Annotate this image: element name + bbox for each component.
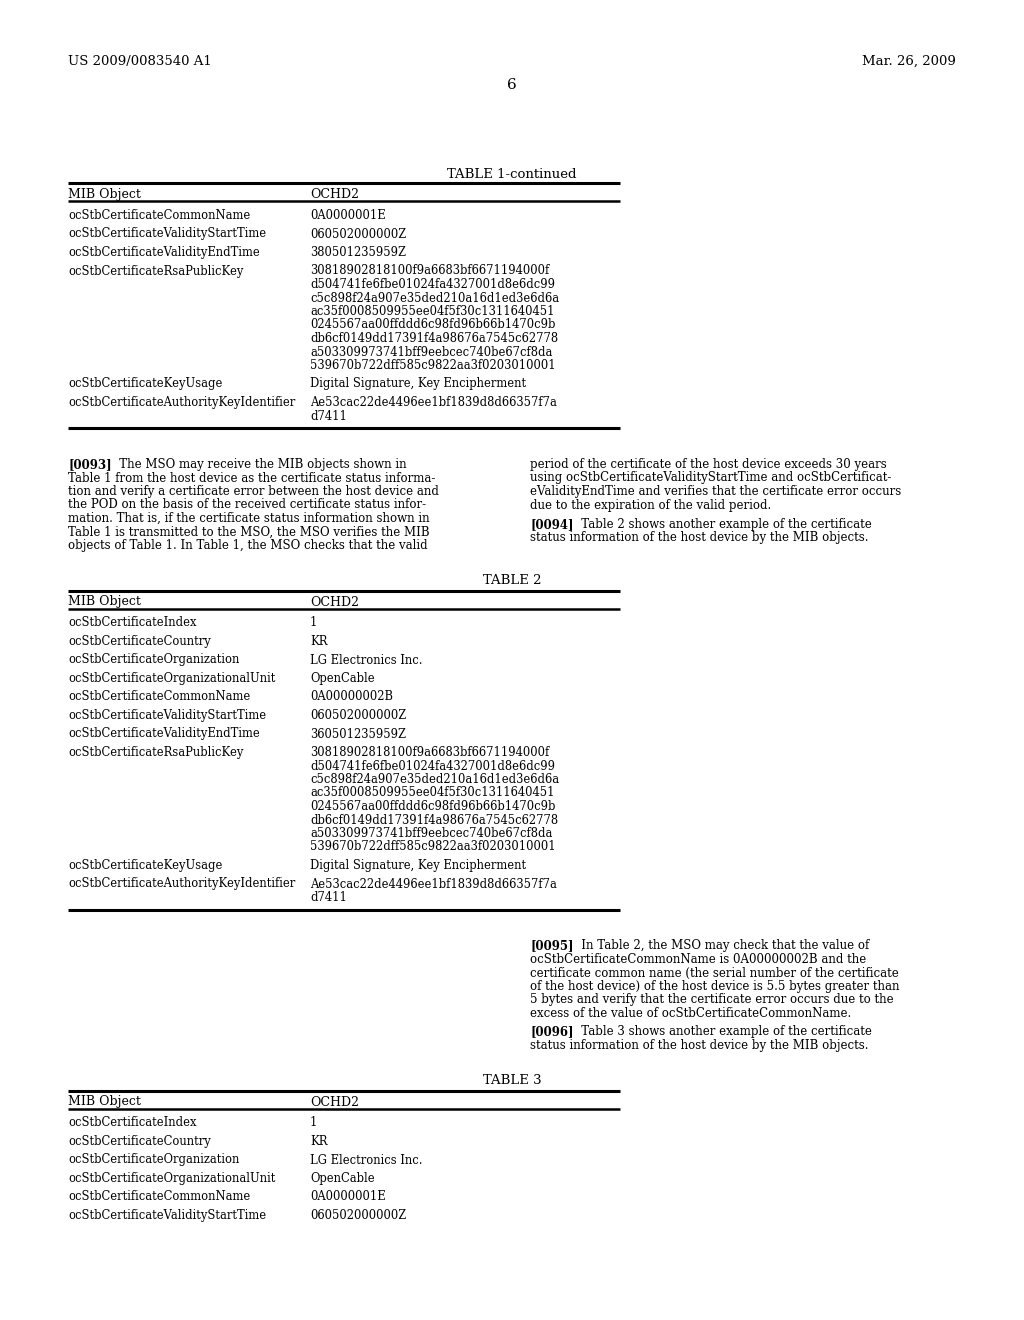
Text: ocStbCertificateValidityEndTime: ocStbCertificateValidityEndTime [68,727,260,741]
Text: db6cf0149dd17391f4a98676a7545c62778: db6cf0149dd17391f4a98676a7545c62778 [310,813,558,826]
Text: The MSO may receive the MIB objects shown in: The MSO may receive the MIB objects show… [108,458,407,471]
Text: ocStbCertificateKeyUsage: ocStbCertificateKeyUsage [68,859,222,873]
Text: period of the certificate of the host device exceeds 30 years: period of the certificate of the host de… [530,458,887,471]
Text: 0A0000001E: 0A0000001E [310,1191,386,1204]
Text: ac35f0008509955ee04f5f30c1311640451: ac35f0008509955ee04f5f30c1311640451 [310,305,555,318]
Text: eValidityEndTime and verifies that the certificate error occurs: eValidityEndTime and verifies that the c… [530,484,901,498]
Text: status information of the host device by the MIB objects.: status information of the host device by… [530,1039,868,1052]
Text: Table 2 shows another example of the certificate: Table 2 shows another example of the cer… [570,517,871,531]
Text: of the host device) of the host device is 5.5 bytes greater than: of the host device) of the host device i… [530,979,899,993]
Text: ocStbCertificateCountry: ocStbCertificateCountry [68,1135,211,1148]
Text: LG Electronics Inc.: LG Electronics Inc. [310,1154,423,1167]
Text: LG Electronics Inc.: LG Electronics Inc. [310,653,423,667]
Text: 060502000000Z: 060502000000Z [310,709,407,722]
Text: OpenCable: OpenCable [310,1172,375,1185]
Text: KR: KR [310,635,328,648]
Text: [0096]: [0096] [530,1026,573,1039]
Text: ocStbCertificateKeyUsage: ocStbCertificateKeyUsage [68,378,222,391]
Text: ocStbCertificateCommonName is 0A00000002B and the: ocStbCertificateCommonName is 0A00000002… [530,953,866,966]
Text: ocStbCertificateOrganizationalUnit: ocStbCertificateOrganizationalUnit [68,672,275,685]
Text: Mar. 26, 2009: Mar. 26, 2009 [862,55,956,69]
Text: ocStbCertificateCountry: ocStbCertificateCountry [68,635,211,648]
Text: 1: 1 [310,616,317,630]
Text: 060502000000Z: 060502000000Z [310,1209,407,1222]
Text: ocStbCertificateValidityEndTime: ocStbCertificateValidityEndTime [68,246,260,259]
Text: ocStbCertificateIndex: ocStbCertificateIndex [68,616,197,630]
Text: due to the expiration of the valid period.: due to the expiration of the valid perio… [530,499,771,511]
Text: ocStbCertificateCommonName: ocStbCertificateCommonName [68,690,250,704]
Text: ocStbCertificateCommonName: ocStbCertificateCommonName [68,209,250,222]
Text: certificate common name (the serial number of the certificate: certificate common name (the serial numb… [530,966,899,979]
Text: MIB Object: MIB Object [68,187,141,201]
Text: [0094]: [0094] [530,517,573,531]
Text: db6cf0149dd17391f4a98676a7545c62778: db6cf0149dd17391f4a98676a7545c62778 [310,333,558,345]
Text: tion and verify a certificate error between the host device and: tion and verify a certificate error betw… [68,484,439,498]
Text: ocStbCertificateAuthorityKeyIdentifier: ocStbCertificateAuthorityKeyIdentifier [68,396,295,409]
Text: Digital Signature, Key Encipherment: Digital Signature, Key Encipherment [310,859,526,873]
Text: 0A0000001E: 0A0000001E [310,209,386,222]
Text: Table 1 is transmitted to the MSO, the MSO verifies the MIB: Table 1 is transmitted to the MSO, the M… [68,525,430,539]
Text: status information of the host device by the MIB objects.: status information of the host device by… [530,532,868,544]
Text: TABLE 1-continued: TABLE 1-continued [447,168,577,181]
Text: ocStbCertificateValidityStartTime: ocStbCertificateValidityStartTime [68,227,266,240]
Text: MIB Object: MIB Object [68,595,141,609]
Text: OpenCable: OpenCable [310,672,375,685]
Text: 1: 1 [310,1117,317,1130]
Text: Ae53cac22de4496ee1bf1839d8d66357f7a: Ae53cac22de4496ee1bf1839d8d66357f7a [310,396,557,409]
Text: ocStbCertificateRsaPublicKey: ocStbCertificateRsaPublicKey [68,746,244,759]
Text: KR: KR [310,1135,328,1148]
Text: Ae53cac22de4496ee1bf1839d8d66357f7a: Ae53cac22de4496ee1bf1839d8d66357f7a [310,878,557,891]
Text: TABLE 3: TABLE 3 [482,1074,542,1088]
Text: TABLE 2: TABLE 2 [482,574,542,587]
Text: Table 1 from the host device as the certificate status informa-: Table 1 from the host device as the cert… [68,471,435,484]
Text: OCHD2: OCHD2 [310,1096,359,1109]
Text: ocStbCertificateAuthorityKeyIdentifier: ocStbCertificateAuthorityKeyIdentifier [68,878,295,891]
Text: 5 bytes and verify that the certificate error occurs due to the: 5 bytes and verify that the certificate … [530,994,894,1006]
Text: Digital Signature, Key Encipherment: Digital Signature, Key Encipherment [310,378,526,391]
Text: c5c898f24a907e35ded210a16d1ed3e6d6a: c5c898f24a907e35ded210a16d1ed3e6d6a [310,292,559,305]
Text: 539670b722dff585c9822aa3f0203010001: 539670b722dff585c9822aa3f0203010001 [310,841,556,854]
Text: ocStbCertificateCommonName: ocStbCertificateCommonName [68,1191,250,1204]
Text: d7411: d7411 [310,409,347,422]
Text: ocStbCertificateValidityStartTime: ocStbCertificateValidityStartTime [68,1209,266,1222]
Text: ocStbCertificateValidityStartTime: ocStbCertificateValidityStartTime [68,709,266,722]
Text: ocStbCertificateOrganizationalUnit: ocStbCertificateOrganizationalUnit [68,1172,275,1185]
Text: ocStbCertificateIndex: ocStbCertificateIndex [68,1117,197,1130]
Text: d7411: d7411 [310,891,347,904]
Text: 6: 6 [507,78,517,92]
Text: Table 3 shows another example of the certificate: Table 3 shows another example of the cer… [570,1026,871,1039]
Text: c5c898f24a907e35ded210a16d1ed3e6d6a: c5c898f24a907e35ded210a16d1ed3e6d6a [310,774,559,785]
Text: ac35f0008509955ee04f5f30c1311640451: ac35f0008509955ee04f5f30c1311640451 [310,787,555,800]
Text: In Table 2, the MSO may check that the value of: In Table 2, the MSO may check that the v… [570,940,869,953]
Text: objects of Table 1. In Table 1, the MSO checks that the valid: objects of Table 1. In Table 1, the MSO … [68,539,428,552]
Text: 0A00000002B: 0A00000002B [310,690,393,704]
Text: ocStbCertificateOrganization: ocStbCertificateOrganization [68,653,240,667]
Text: ocStbCertificateOrganization: ocStbCertificateOrganization [68,1154,240,1167]
Text: OCHD2: OCHD2 [310,187,359,201]
Text: OCHD2: OCHD2 [310,595,359,609]
Text: 360501235959Z: 360501235959Z [310,727,406,741]
Text: 060502000000Z: 060502000000Z [310,227,407,240]
Text: mation. That is, if the certificate status information shown in: mation. That is, if the certificate stat… [68,512,430,525]
Text: 380501235959Z: 380501235959Z [310,246,406,259]
Text: d504741fe6fbe01024fa4327001d8e6dc99: d504741fe6fbe01024fa4327001d8e6dc99 [310,759,555,772]
Text: using ocStbCertificateValidityStartTime and ocStbCertificat-: using ocStbCertificateValidityStartTime … [530,471,891,484]
Text: the POD on the basis of the received certificate status infor-: the POD on the basis of the received cer… [68,499,426,511]
Text: 0245567aa00ffddd6c98fd96b66b1470c9b: 0245567aa00ffddd6c98fd96b66b1470c9b [310,318,555,331]
Text: a503309973741bff9eebcec740be67cf8da: a503309973741bff9eebcec740be67cf8da [310,346,552,359]
Text: a503309973741bff9eebcec740be67cf8da: a503309973741bff9eebcec740be67cf8da [310,828,552,840]
Text: 0245567aa00ffddd6c98fd96b66b1470c9b: 0245567aa00ffddd6c98fd96b66b1470c9b [310,800,555,813]
Text: ocStbCertificateRsaPublicKey: ocStbCertificateRsaPublicKey [68,264,244,277]
Text: d504741fe6fbe01024fa4327001d8e6dc99: d504741fe6fbe01024fa4327001d8e6dc99 [310,279,555,290]
Text: MIB Object: MIB Object [68,1096,141,1109]
Text: excess of the value of ocStbCertificateCommonName.: excess of the value of ocStbCertificateC… [530,1007,851,1020]
Text: 30818902818100f9a6683bf6671194000f: 30818902818100f9a6683bf6671194000f [310,746,549,759]
Text: 30818902818100f9a6683bf6671194000f: 30818902818100f9a6683bf6671194000f [310,264,549,277]
Text: [0093]: [0093] [68,458,112,471]
Text: [0095]: [0095] [530,940,573,953]
Text: 539670b722dff585c9822aa3f0203010001: 539670b722dff585c9822aa3f0203010001 [310,359,556,372]
Text: US 2009/0083540 A1: US 2009/0083540 A1 [68,55,212,69]
